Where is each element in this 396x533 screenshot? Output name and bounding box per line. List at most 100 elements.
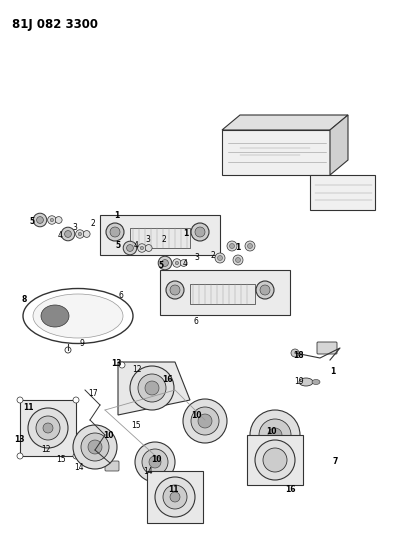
Circle shape	[43, 423, 53, 433]
Circle shape	[170, 492, 180, 502]
Circle shape	[198, 414, 212, 428]
Circle shape	[217, 255, 223, 261]
Polygon shape	[160, 270, 290, 315]
Circle shape	[183, 399, 227, 443]
Circle shape	[17, 397, 23, 403]
Polygon shape	[330, 115, 348, 175]
Text: 3: 3	[72, 223, 78, 232]
Text: 6: 6	[118, 290, 124, 300]
Circle shape	[110, 227, 120, 237]
Text: 16: 16	[285, 486, 295, 495]
FancyBboxPatch shape	[317, 342, 337, 354]
Text: 1: 1	[330, 367, 336, 376]
Circle shape	[191, 223, 209, 241]
Text: 13: 13	[14, 435, 24, 445]
Circle shape	[65, 347, 71, 353]
Text: 5: 5	[29, 217, 34, 227]
Circle shape	[145, 381, 159, 395]
Text: 1: 1	[183, 229, 188, 238]
Circle shape	[245, 241, 255, 251]
Circle shape	[65, 231, 71, 237]
Text: 1: 1	[114, 211, 120, 220]
Circle shape	[33, 213, 47, 227]
Text: 5: 5	[158, 262, 164, 271]
Circle shape	[255, 440, 295, 480]
Text: 15: 15	[131, 421, 141, 430]
Circle shape	[162, 260, 168, 266]
Circle shape	[250, 410, 300, 460]
Ellipse shape	[299, 378, 313, 386]
Text: 4: 4	[133, 241, 139, 251]
Circle shape	[230, 244, 234, 248]
Circle shape	[170, 285, 180, 295]
Circle shape	[73, 425, 117, 469]
Polygon shape	[222, 115, 348, 130]
Circle shape	[191, 407, 219, 435]
Text: 13: 13	[111, 359, 121, 367]
Circle shape	[55, 216, 62, 223]
Circle shape	[173, 259, 181, 267]
Text: 14: 14	[143, 467, 153, 477]
Text: 10: 10	[266, 426, 276, 435]
Polygon shape	[222, 130, 330, 175]
Circle shape	[106, 223, 124, 241]
Bar	[130, 228, 190, 248]
Bar	[247, 435, 303, 485]
Circle shape	[248, 244, 253, 248]
Circle shape	[291, 349, 299, 357]
Circle shape	[180, 260, 187, 266]
Text: 7: 7	[332, 457, 338, 466]
Circle shape	[36, 216, 44, 223]
Circle shape	[175, 261, 179, 265]
Polygon shape	[100, 215, 220, 255]
Ellipse shape	[312, 379, 320, 384]
Text: 3: 3	[146, 236, 150, 245]
Polygon shape	[118, 362, 190, 415]
Text: 12: 12	[41, 446, 51, 455]
Circle shape	[28, 408, 68, 448]
Circle shape	[259, 419, 291, 451]
Bar	[20, 400, 76, 456]
Circle shape	[73, 453, 79, 459]
Text: 11: 11	[23, 403, 33, 413]
Text: 4: 4	[183, 260, 187, 269]
Text: 11: 11	[168, 486, 178, 495]
Circle shape	[135, 442, 175, 482]
Text: 8: 8	[21, 295, 27, 304]
Circle shape	[130, 366, 174, 410]
Circle shape	[268, 428, 282, 442]
Circle shape	[233, 255, 243, 265]
Circle shape	[50, 219, 53, 222]
Circle shape	[149, 456, 161, 468]
Text: 14: 14	[74, 464, 84, 472]
Text: 10: 10	[191, 410, 201, 419]
Circle shape	[227, 241, 237, 251]
Circle shape	[260, 285, 270, 295]
Text: 2: 2	[91, 219, 95, 228]
Text: 6: 6	[194, 318, 198, 327]
Text: 12: 12	[132, 366, 142, 375]
Text: 1: 1	[235, 244, 241, 253]
Text: 81J 082 3300: 81J 082 3300	[12, 18, 98, 31]
Circle shape	[263, 448, 287, 472]
Circle shape	[195, 227, 205, 237]
Text: 10: 10	[103, 431, 113, 440]
Circle shape	[17, 453, 23, 459]
Text: 4: 4	[57, 230, 63, 239]
Circle shape	[81, 433, 109, 461]
Bar	[190, 284, 255, 304]
Text: 18: 18	[293, 351, 303, 360]
Circle shape	[78, 232, 82, 236]
Ellipse shape	[41, 305, 69, 327]
FancyBboxPatch shape	[105, 461, 119, 471]
Circle shape	[256, 281, 274, 299]
Circle shape	[166, 281, 184, 299]
Text: 16: 16	[162, 376, 172, 384]
Text: 9: 9	[80, 340, 84, 349]
Circle shape	[138, 244, 146, 252]
Circle shape	[48, 216, 56, 224]
Circle shape	[215, 253, 225, 263]
Circle shape	[83, 231, 90, 237]
Text: 3: 3	[194, 254, 200, 262]
Circle shape	[61, 227, 75, 241]
